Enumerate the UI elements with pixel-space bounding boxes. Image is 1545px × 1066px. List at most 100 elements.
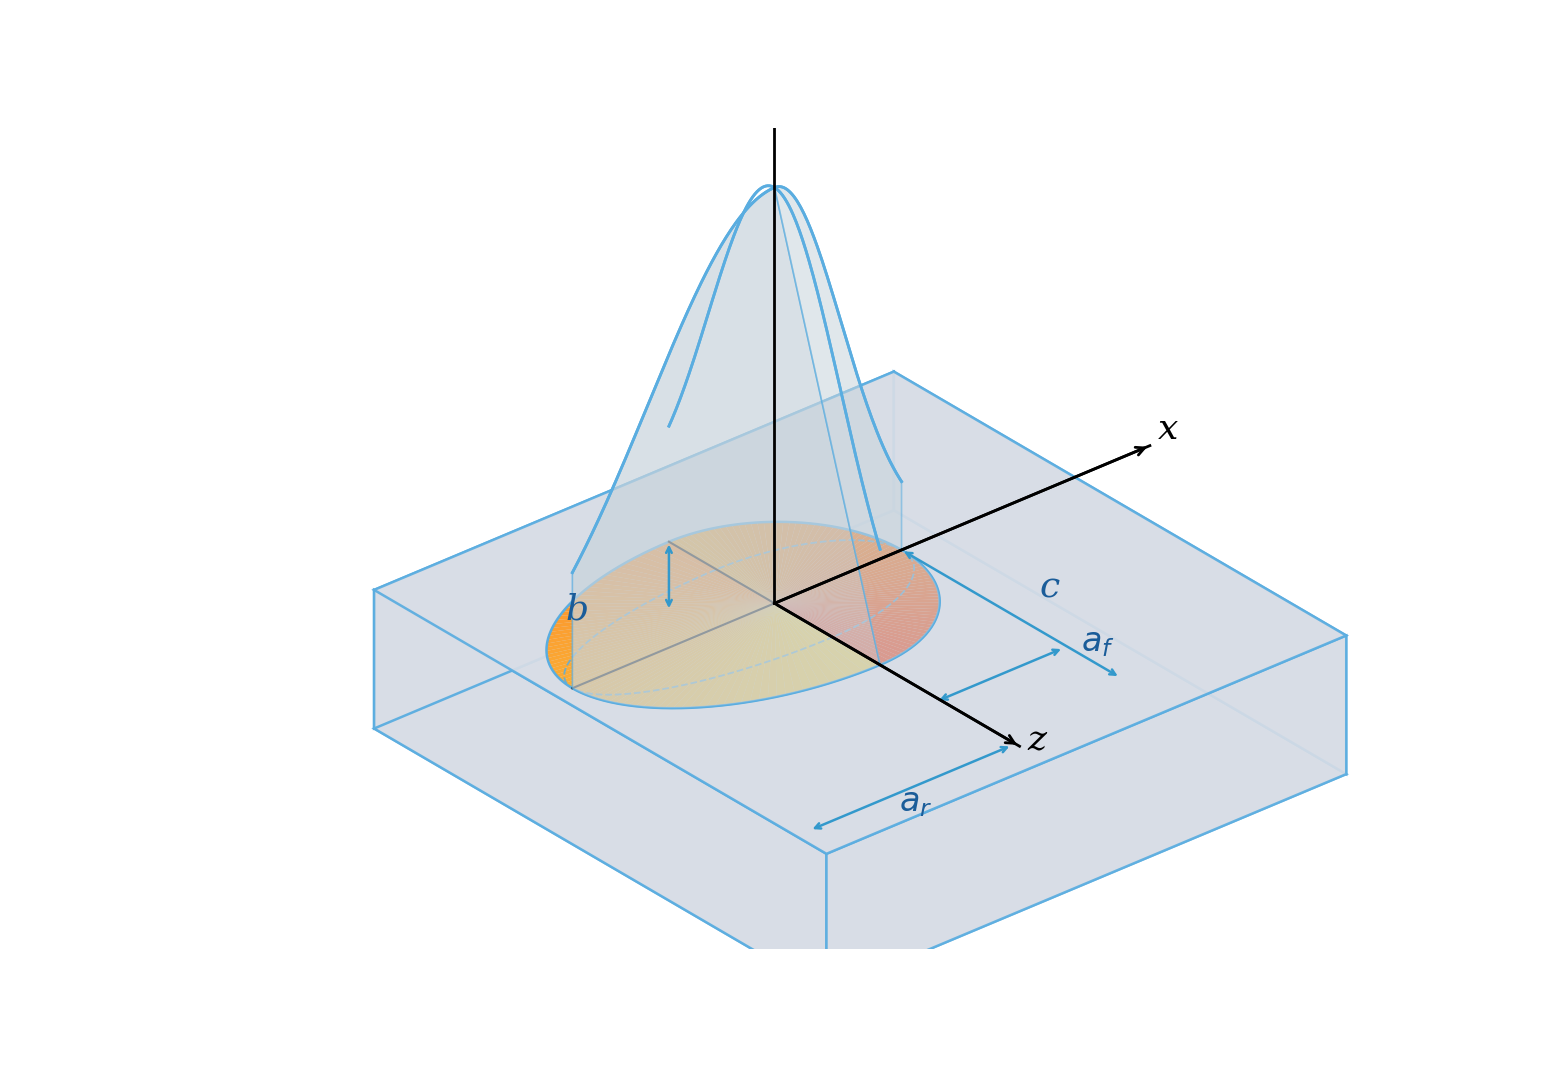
Polygon shape bbox=[547, 603, 774, 658]
Polygon shape bbox=[661, 542, 774, 603]
Polygon shape bbox=[774, 603, 939, 609]
Polygon shape bbox=[827, 635, 1346, 992]
Polygon shape bbox=[572, 603, 774, 691]
Polygon shape bbox=[552, 603, 774, 672]
Polygon shape bbox=[615, 603, 774, 705]
Polygon shape bbox=[774, 603, 915, 648]
Polygon shape bbox=[774, 537, 879, 603]
Polygon shape bbox=[674, 537, 774, 603]
Polygon shape bbox=[774, 563, 922, 603]
Polygon shape bbox=[774, 568, 929, 603]
Polygon shape bbox=[732, 603, 774, 705]
Polygon shape bbox=[774, 581, 936, 603]
Polygon shape bbox=[774, 555, 913, 603]
Polygon shape bbox=[774, 599, 939, 603]
Text: z: z bbox=[1027, 723, 1046, 757]
Polygon shape bbox=[629, 603, 774, 706]
Polygon shape bbox=[584, 587, 774, 603]
Polygon shape bbox=[579, 591, 774, 603]
Polygon shape bbox=[680, 536, 774, 603]
Polygon shape bbox=[599, 575, 774, 603]
Polygon shape bbox=[695, 531, 774, 603]
Polygon shape bbox=[774, 522, 802, 603]
Polygon shape bbox=[698, 603, 774, 708]
Polygon shape bbox=[774, 558, 916, 603]
Polygon shape bbox=[774, 593, 939, 603]
Polygon shape bbox=[596, 603, 774, 700]
Polygon shape bbox=[638, 552, 774, 603]
Polygon shape bbox=[774, 522, 796, 603]
Polygon shape bbox=[774, 603, 830, 685]
Polygon shape bbox=[774, 546, 898, 603]
Polygon shape bbox=[374, 372, 1346, 854]
Polygon shape bbox=[548, 603, 774, 635]
Polygon shape bbox=[586, 603, 774, 697]
Polygon shape bbox=[895, 372, 1346, 774]
Polygon shape bbox=[739, 523, 774, 603]
Polygon shape bbox=[559, 603, 774, 616]
Polygon shape bbox=[774, 539, 884, 603]
Polygon shape bbox=[646, 549, 774, 603]
Text: $a_f$: $a_f$ bbox=[1082, 627, 1115, 659]
Polygon shape bbox=[684, 534, 774, 603]
Polygon shape bbox=[774, 584, 936, 603]
Polygon shape bbox=[774, 603, 885, 665]
Polygon shape bbox=[550, 603, 774, 668]
Polygon shape bbox=[774, 603, 938, 618]
Polygon shape bbox=[774, 548, 902, 603]
Polygon shape bbox=[774, 522, 789, 603]
Polygon shape bbox=[548, 603, 774, 640]
Polygon shape bbox=[715, 603, 774, 706]
Polygon shape bbox=[774, 571, 930, 603]
Polygon shape bbox=[556, 603, 774, 678]
Polygon shape bbox=[774, 603, 803, 693]
Polygon shape bbox=[771, 522, 777, 603]
Polygon shape bbox=[774, 603, 864, 675]
Polygon shape bbox=[774, 524, 822, 603]
Polygon shape bbox=[567, 603, 774, 608]
Polygon shape bbox=[726, 526, 774, 603]
Polygon shape bbox=[720, 526, 774, 603]
Polygon shape bbox=[774, 561, 919, 603]
Polygon shape bbox=[681, 603, 774, 708]
Polygon shape bbox=[593, 579, 774, 603]
Polygon shape bbox=[774, 543, 893, 603]
Polygon shape bbox=[774, 522, 810, 603]
Polygon shape bbox=[555, 603, 774, 624]
Polygon shape bbox=[774, 603, 847, 680]
Polygon shape bbox=[552, 603, 774, 628]
Polygon shape bbox=[561, 603, 774, 683]
Polygon shape bbox=[547, 603, 774, 644]
Polygon shape bbox=[581, 603, 774, 695]
Polygon shape bbox=[618, 563, 774, 603]
Polygon shape bbox=[774, 603, 839, 683]
Polygon shape bbox=[558, 603, 774, 680]
Polygon shape bbox=[774, 603, 925, 636]
Polygon shape bbox=[774, 603, 813, 691]
Polygon shape bbox=[774, 587, 938, 603]
Polygon shape bbox=[774, 575, 932, 603]
Polygon shape bbox=[774, 522, 783, 603]
Polygon shape bbox=[589, 583, 774, 603]
Polygon shape bbox=[774, 526, 834, 603]
Polygon shape bbox=[374, 589, 827, 992]
Polygon shape bbox=[565, 603, 774, 685]
Polygon shape bbox=[774, 550, 905, 603]
Polygon shape bbox=[774, 589, 939, 603]
Polygon shape bbox=[774, 578, 935, 603]
Polygon shape bbox=[774, 603, 895, 661]
Polygon shape bbox=[774, 603, 935, 625]
Polygon shape bbox=[723, 603, 774, 706]
Polygon shape bbox=[609, 603, 774, 704]
Polygon shape bbox=[548, 603, 774, 665]
Polygon shape bbox=[774, 603, 924, 640]
Polygon shape bbox=[768, 603, 777, 698]
Polygon shape bbox=[774, 603, 871, 672]
Polygon shape bbox=[706, 603, 774, 707]
Polygon shape bbox=[674, 603, 774, 708]
Polygon shape bbox=[774, 603, 932, 631]
Polygon shape bbox=[774, 603, 786, 697]
Polygon shape bbox=[774, 603, 918, 645]
Polygon shape bbox=[774, 523, 816, 603]
Polygon shape bbox=[774, 603, 899, 658]
